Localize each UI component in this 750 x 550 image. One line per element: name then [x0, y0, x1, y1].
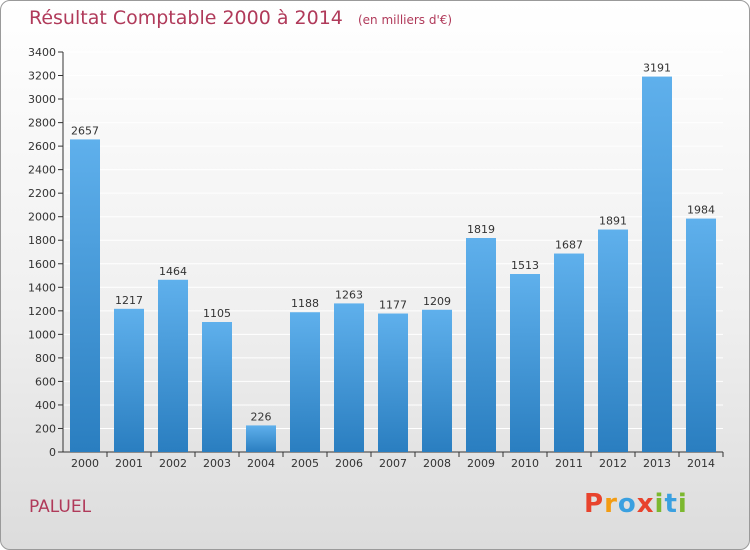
y-tick-label: 800 — [35, 352, 56, 365]
bar-2007 — [378, 313, 408, 452]
data-label-2007: 1177 — [379, 299, 407, 312]
bar-2000 — [70, 139, 100, 453]
data-label-2003: 1105 — [203, 307, 231, 320]
logo-letter: o — [617, 489, 637, 519]
bar-2009 — [466, 238, 496, 452]
data-label-2002: 1464 — [159, 265, 187, 278]
y-tick-label: 1400 — [28, 281, 56, 294]
bar-2002 — [158, 279, 188, 452]
x-tick-label-2010: 2010 — [511, 457, 539, 470]
data-label-2006: 1263 — [335, 288, 363, 301]
bar-2001 — [114, 308, 144, 452]
x-tick-label-2012: 2012 — [599, 457, 627, 470]
logo-letter: i — [654, 489, 665, 519]
data-label-2009: 1819 — [467, 223, 495, 236]
bar-2011 — [554, 253, 584, 452]
bar-2014 — [686, 218, 716, 452]
logo-letter: t — [664, 489, 678, 519]
data-label-2010: 1513 — [511, 259, 539, 272]
logo-letter: r — [604, 489, 618, 519]
title-text: Résultat Comptable 2000 à 2014 — [29, 7, 343, 29]
y-tick-label: 3000 — [28, 93, 56, 106]
y-tick-label: 1200 — [28, 305, 56, 318]
data-label-2011: 1687 — [555, 239, 583, 252]
bar-2005 — [290, 312, 320, 452]
y-tick-label: 3400 — [28, 46, 56, 59]
x-tick-label-2003: 2003 — [203, 457, 231, 470]
y-tick-label: 200 — [35, 422, 56, 435]
y-tick-label: 1800 — [28, 234, 56, 247]
commune-name: PALUEL — [29, 497, 92, 517]
x-tick-label-2008: 2008 — [423, 457, 451, 470]
x-tick-label-2011: 2011 — [555, 457, 583, 470]
logo-letter: x — [636, 489, 655, 519]
data-label-2012: 1891 — [599, 215, 627, 228]
proxiti-logo: Proxiti — [584, 489, 688, 519]
y-tick-label: 2000 — [28, 211, 56, 224]
data-label-2014: 1984 — [687, 204, 715, 217]
x-tick-label-2000: 2000 — [71, 457, 99, 470]
y-tick-label: 2400 — [28, 164, 56, 177]
bar-2006 — [334, 303, 364, 452]
y-tick-label: 1600 — [28, 258, 56, 271]
chart-title: Résultat Comptable 2000 à 2014 (en milli… — [29, 7, 452, 29]
bar-2013 — [642, 76, 672, 453]
y-tick-label: 400 — [35, 399, 56, 412]
x-tick-label-2009: 2009 — [467, 457, 495, 470]
bar-2008 — [422, 309, 452, 452]
x-tick-label-2006: 2006 — [335, 457, 363, 470]
x-tick-label-2005: 2005 — [291, 457, 319, 470]
data-label-2013: 3191 — [643, 62, 671, 75]
data-label-2008: 1209 — [423, 295, 451, 308]
y-tick-label: 2200 — [28, 187, 56, 200]
x-tick-label-2002: 2002 — [159, 457, 187, 470]
y-tick-label: 0 — [49, 446, 56, 459]
y-tick-label: 3200 — [28, 70, 56, 83]
y-tick-label: 2600 — [28, 140, 56, 153]
y-tick-label: 600 — [35, 375, 56, 388]
logo-letter: i — [677, 489, 688, 519]
title-unit: (en milliers d'€) — [357, 13, 453, 27]
x-tick-label-2004: 2004 — [247, 457, 275, 470]
data-label-2000: 2657 — [71, 124, 99, 137]
bar-2012 — [598, 229, 628, 452]
x-tick-label-2013: 2013 — [643, 457, 671, 470]
x-tick-label-2007: 2007 — [379, 457, 407, 470]
y-tick-label: 2800 — [28, 117, 56, 130]
x-tick-label-2001: 2001 — [115, 457, 143, 470]
y-tick-label: 1000 — [28, 328, 56, 341]
bar-2010 — [510, 274, 540, 452]
data-label-2004: 226 — [251, 410, 272, 423]
data-label-2001: 1217 — [115, 294, 143, 307]
data-label-2005: 1188 — [291, 297, 319, 310]
bar-2004 — [246, 425, 276, 452]
bar-2003 — [202, 322, 232, 452]
logo-letter: P — [584, 489, 605, 519]
x-tick-label-2014: 2014 — [687, 457, 715, 470]
